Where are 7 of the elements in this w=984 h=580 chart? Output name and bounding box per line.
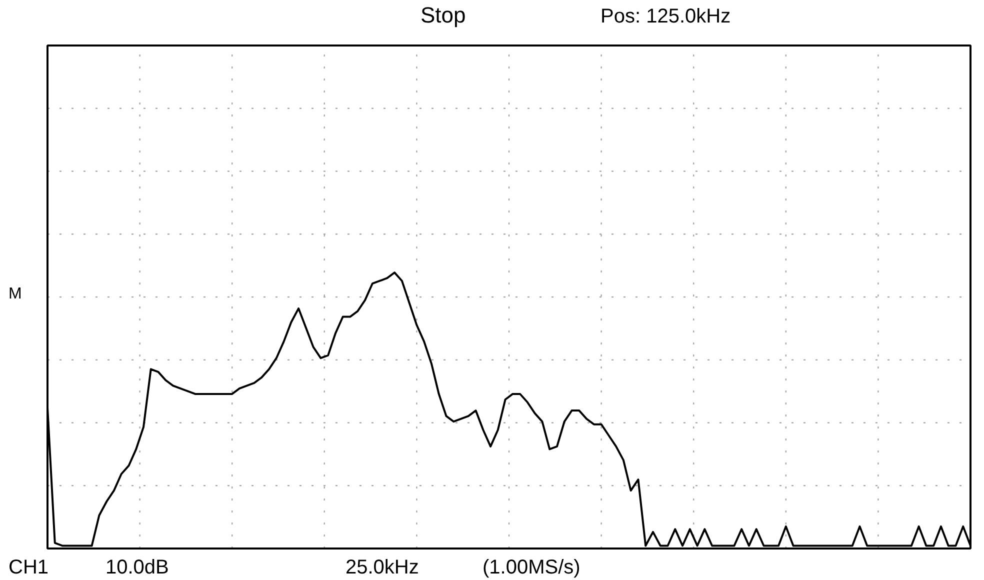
text: 25.0kHz [346,556,419,578]
text: (1.00MS/s) [482,556,580,578]
text: M [8,286,22,302]
text: Pos: 125.0kHz [600,6,731,28]
text: Stop [420,2,466,28]
text: CH1 [8,556,49,578]
text: 10.0dB [106,556,169,578]
